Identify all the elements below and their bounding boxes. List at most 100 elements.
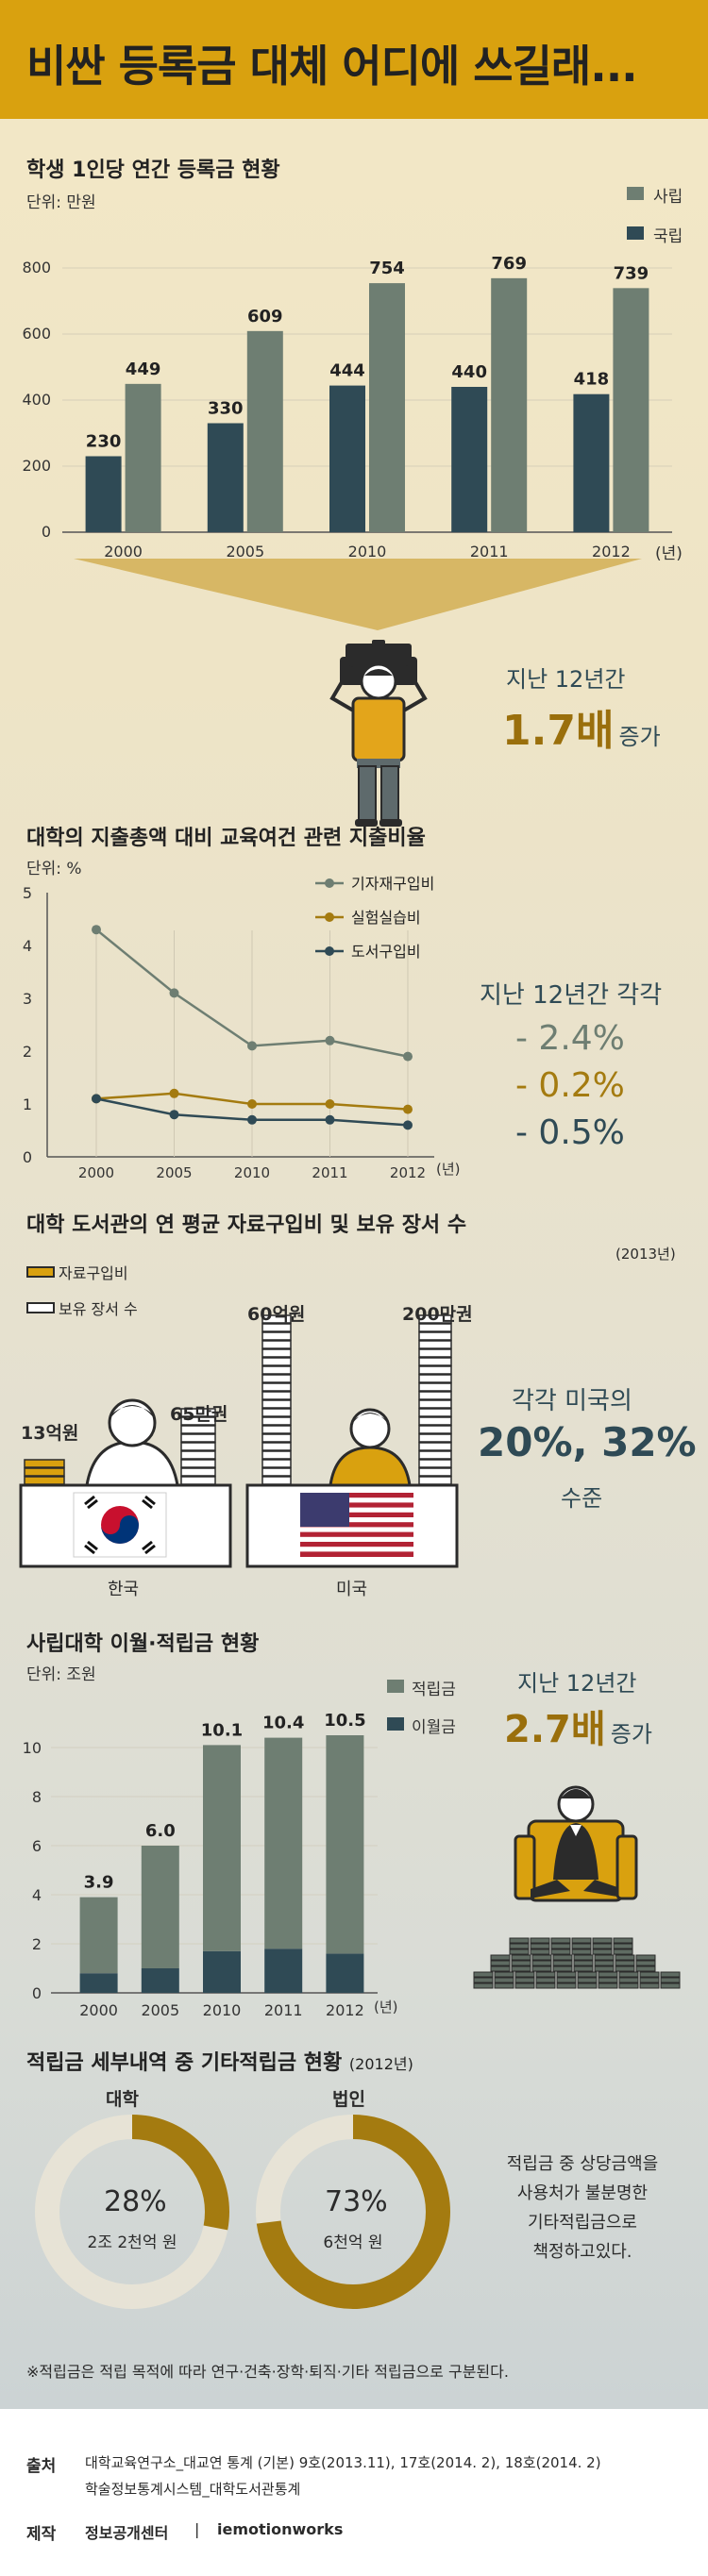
legend-budget-label: 자료구입비 [59,1264,128,1282]
expense-legend-dot [325,878,334,888]
tuition-value-label: 754 [369,259,405,278]
expense-point [247,1099,257,1109]
book-block [418,1459,452,1468]
money-bundle [573,1954,594,1961]
book-block [418,1374,452,1383]
tuition-xtick: 2010 [348,543,387,560]
book-block [418,1476,452,1485]
money-bundle [594,1965,615,1972]
expense-note-v1: - 2.4% [515,1019,625,1058]
donut2-label: 법인 [332,2089,365,2110]
expense-xtick: 2000 [78,1164,114,1181]
expense-xtick: 2010 [234,1164,270,1181]
book-block [180,1442,216,1451]
money-bundle [639,1977,660,1983]
book-block [418,1442,452,1451]
tuition-value-label: 330 [208,399,244,419]
money-bundle [550,1949,571,1955]
etc-reserve-title-text: 적립금 세부내역 중 기타적립금 현황 [26,2051,343,2075]
tuition-year-suffix: (년) [655,544,683,563]
money-bundle [613,1943,633,1949]
legend-public-label: 국립 [653,227,683,246]
book-block [180,1476,216,1485]
book-block [180,1425,216,1434]
money-bundle [660,1977,681,1983]
reserve-bar-reserve [326,1735,364,1954]
expense-point [169,1088,179,1098]
reserve-bar-carry [79,1973,118,1993]
reserve-total-label: 6.0 [145,1821,176,1841]
money-bundle [473,1971,494,1978]
etc-reserve-title: 적립금 세부내역 중 기타적립금 현황 (2012년) [26,2046,413,2076]
library-year-note: (2013년) [615,1246,676,1263]
reserve-bar-carry [326,1953,364,1993]
money-bundle [511,1954,531,1961]
book-block [180,1408,216,1417]
book-block [261,1399,292,1409]
expense-note-v2: - 0.2% [515,1066,625,1105]
reserve-ytick: 0 [32,1984,42,2002]
tuition-bar [369,283,405,532]
book-block [180,1450,216,1460]
expense-ytick: 4 [23,937,32,955]
money-bundle [550,1943,571,1949]
reserve-bar-reserve [203,1745,241,1951]
reserve-xtick: 2005 [141,2001,179,2019]
money-bundle [490,1954,511,1961]
reserve-note-big: 2.7배 [504,1708,606,1751]
money-bundle [639,1971,660,1978]
expense-point [92,925,101,935]
expense-point [247,1114,257,1125]
reserve-chart-unit: 단위: 조원 [26,1665,96,1684]
money-bundle [531,1954,552,1961]
money-bundle [552,1965,573,1972]
money-bundle [635,1960,656,1966]
reserve-bar-carry [203,1950,241,1993]
expense-ytick: 3 [23,990,32,1008]
tuition-xtick: 2005 [226,543,264,560]
reserve-ytick: 10 [23,1739,42,1757]
money-bundle [615,1960,635,1966]
expense-legend-dot [325,912,334,922]
money-bundle [598,1971,618,1978]
book-block [261,1382,292,1392]
legend-public-swatch [627,226,644,240]
money-bundle [615,1965,635,1972]
book-block [418,1365,452,1375]
us-label: 미국 [336,1580,368,1599]
reserve-ytick: 6 [32,1837,42,1855]
tuition-note-line2: 1.7배 증가 [502,696,661,757]
source-line2: 학술정보통계시스템_대학도서관통계 [85,2481,301,2498]
reserve-chart-title: 사립대학 이월·적립금 현황 [26,1632,260,1656]
money-bundle [556,1977,577,1983]
book-block [418,1467,452,1477]
us-books-label: 200만권 [402,1304,473,1325]
tuition-value-label: 444 [329,361,365,381]
footnote: ※적립금은 적립 목적에 따라 연구·건축·장학·퇴직·기타 적립금으로 구분된… [26,2363,509,2381]
reserve-total-label: 10.5 [324,1711,365,1731]
source-label: 출처 [26,2457,57,2476]
tuition-xtick: 2012 [592,543,631,560]
tuition-ytick: 200 [22,457,51,475]
money-bundle [535,1982,556,1989]
reserve-bar-carry [141,1968,179,1993]
money-bundle [594,1954,615,1961]
money-bundle [530,1949,550,1955]
money-bundle [509,1937,530,1944]
library-note-line1: 각각 미국의 [512,1387,632,1415]
reserve-ytick: 8 [32,1788,42,1806]
tuition-value-label: 769 [491,254,527,274]
etc-note-l2: 사용처가 불분명한 [516,2183,649,2203]
book-block [261,1323,292,1332]
expense-xtick: 2005 [156,1164,192,1181]
kr-label: 한국 [108,1580,140,1599]
expense-year-suffix: (년) [436,1161,461,1178]
tuition-note-suffix: 증가 [618,724,661,750]
money-bundle [535,1977,556,1983]
book-block [261,1476,292,1485]
book-block [261,1348,292,1358]
money-bundle [577,1982,598,1989]
